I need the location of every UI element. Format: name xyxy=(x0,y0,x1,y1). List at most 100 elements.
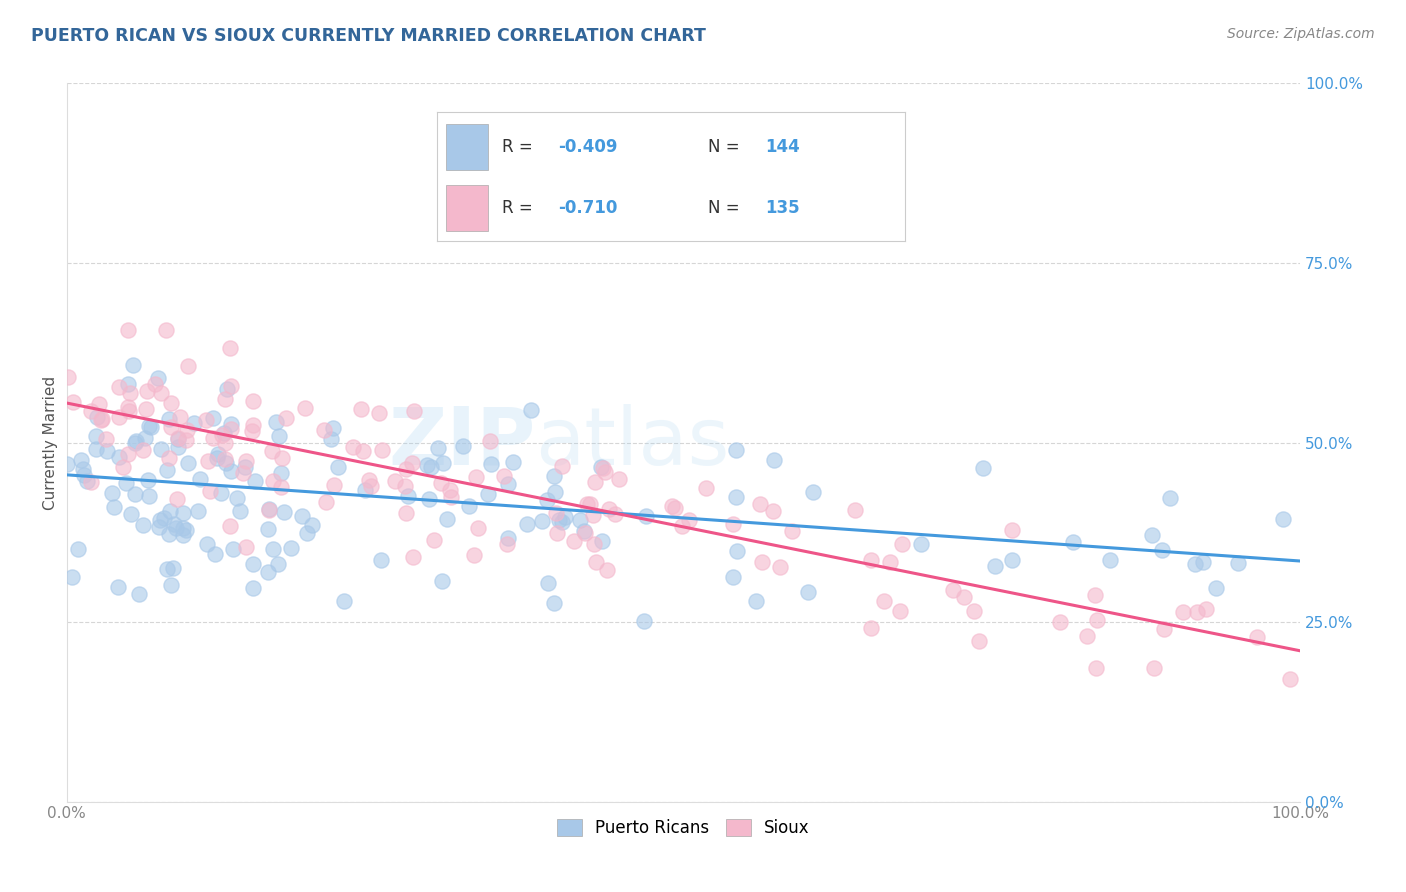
Point xyxy=(222,541,245,556)
Point xyxy=(416,458,439,472)
Point xyxy=(124,487,146,501)
Point xyxy=(661,499,683,513)
Point xyxy=(322,421,344,435)
Point xyxy=(315,495,337,509)
Point xyxy=(218,341,240,355)
Point xyxy=(579,497,602,511)
Point xyxy=(135,402,157,417)
Point xyxy=(197,537,219,551)
Point xyxy=(256,566,278,580)
Point xyxy=(270,466,292,480)
Point xyxy=(162,561,184,575)
Point xyxy=(1098,553,1121,567)
Point xyxy=(214,392,236,406)
Point xyxy=(350,401,373,416)
Point xyxy=(543,468,565,483)
Point xyxy=(207,447,229,461)
Point xyxy=(1142,528,1164,542)
Point xyxy=(432,456,454,470)
Point xyxy=(520,403,543,417)
Point xyxy=(477,487,499,501)
Point xyxy=(963,604,986,618)
Point xyxy=(496,531,519,545)
Point xyxy=(598,501,620,516)
Point xyxy=(257,502,280,516)
Point xyxy=(242,557,264,571)
Point xyxy=(354,483,377,498)
Point xyxy=(149,513,172,527)
Point xyxy=(270,450,292,465)
Point xyxy=(160,396,183,410)
Point xyxy=(157,526,180,541)
Point xyxy=(384,474,406,488)
Point xyxy=(553,509,575,524)
Point xyxy=(215,456,238,470)
Point xyxy=(395,462,418,476)
Point xyxy=(458,499,481,513)
Point xyxy=(530,514,553,528)
Point xyxy=(1001,523,1024,537)
Point xyxy=(574,525,596,540)
Point xyxy=(1192,555,1215,569)
Point xyxy=(160,578,183,592)
Point xyxy=(502,455,524,469)
Point xyxy=(242,394,264,409)
Point xyxy=(439,483,461,497)
Point xyxy=(163,517,186,532)
Point xyxy=(262,474,284,488)
Point xyxy=(233,460,256,475)
Point xyxy=(546,526,568,541)
Point xyxy=(198,483,221,498)
Point xyxy=(194,412,217,426)
Point xyxy=(721,516,744,531)
Point xyxy=(859,553,882,567)
Point xyxy=(844,503,866,517)
Point xyxy=(209,486,232,500)
Point xyxy=(496,536,519,550)
Point xyxy=(117,400,139,414)
Point xyxy=(952,590,974,604)
Point xyxy=(537,576,560,591)
Point xyxy=(273,505,295,519)
Point xyxy=(321,432,343,446)
Point xyxy=(80,475,103,489)
Point xyxy=(314,423,336,437)
Point xyxy=(1084,661,1107,675)
Text: PUERTO RICAN VS SIOUX CURRENTLY MARRIED CORRELATION CHART: PUERTO RICAN VS SIOUX CURRENTLY MARRIED … xyxy=(31,27,706,45)
Point xyxy=(423,533,446,547)
Point xyxy=(187,503,209,517)
Point xyxy=(967,634,990,648)
Point xyxy=(107,580,129,594)
Point xyxy=(155,323,177,337)
Point xyxy=(543,596,565,610)
Point xyxy=(201,431,224,445)
Point xyxy=(401,456,423,470)
Point xyxy=(544,506,567,520)
Point xyxy=(671,518,693,533)
Point xyxy=(212,425,235,440)
Text: atlas: atlas xyxy=(536,403,730,482)
Point xyxy=(1279,672,1302,686)
Point xyxy=(157,411,180,425)
Text: ZIP: ZIP xyxy=(388,403,536,482)
Point xyxy=(141,420,163,434)
Point xyxy=(295,525,318,540)
Point xyxy=(1187,605,1209,619)
Point xyxy=(122,358,145,372)
Point xyxy=(118,403,141,417)
Point xyxy=(148,370,170,384)
Point xyxy=(572,524,595,538)
Point xyxy=(942,582,965,597)
Point xyxy=(394,479,416,493)
Point xyxy=(890,537,912,551)
Point xyxy=(1159,491,1181,505)
Point xyxy=(451,439,474,453)
Point xyxy=(177,359,200,374)
Point xyxy=(150,442,173,456)
Point xyxy=(1153,623,1175,637)
Point xyxy=(426,442,449,456)
Point xyxy=(86,409,108,424)
Point xyxy=(873,594,896,608)
Point xyxy=(492,469,515,483)
Point xyxy=(479,434,502,448)
